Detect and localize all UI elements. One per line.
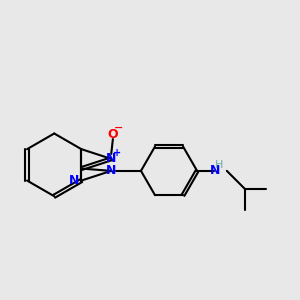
Text: +: +: [113, 148, 121, 158]
Text: −: −: [114, 123, 124, 133]
Text: H: H: [215, 160, 224, 170]
Text: N: N: [210, 164, 220, 177]
Text: N: N: [69, 174, 80, 187]
Text: O: O: [108, 128, 118, 141]
Text: N: N: [106, 152, 116, 165]
Text: N: N: [106, 164, 116, 177]
